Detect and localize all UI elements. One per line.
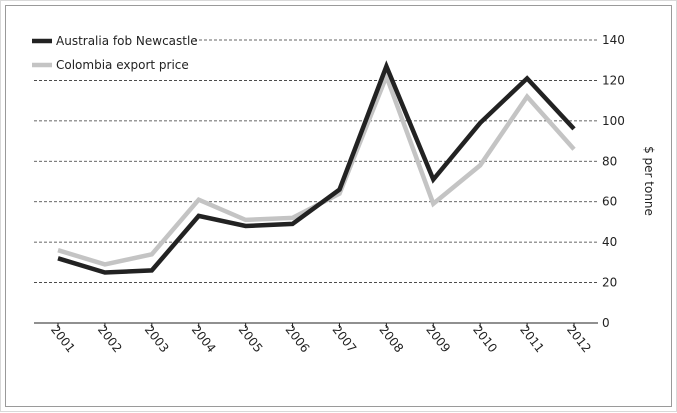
y-tick-label-120: 120 (602, 73, 625, 87)
y-tick-label-80: 80 (602, 154, 617, 168)
legend-bg-1 (29, 56, 195, 74)
y-tick-label-140: 140 (602, 33, 625, 47)
legend-label-1: Colombia export price (56, 58, 189, 72)
x-tick-label-2010: 2010 (470, 323, 500, 356)
x-tick-label-2006: 2006 (283, 323, 313, 356)
y-tick-label-40: 40 (602, 235, 617, 249)
x-tick-label-2009: 2009 (423, 323, 453, 356)
x-tick-label-2012: 2012 (564, 323, 594, 356)
y-axis-title: $ per tonne (642, 146, 656, 216)
x-tick-label-2002: 2002 (95, 323, 125, 356)
axes (34, 322, 598, 328)
legend-bg-0 (29, 32, 195, 50)
x-tick-label-2011: 2011 (517, 323, 547, 356)
series-lines (57, 60, 576, 275)
x-tick-label-2003: 2003 (142, 323, 172, 356)
gridlines (34, 39, 598, 283)
x-tick-labels: 2001 2002 2003 2004 2005 2006 2007 2008 2009 2010… (48, 323, 594, 356)
y-tick-label-0: 0 (602, 316, 610, 330)
y-tick-label-100: 100 (602, 114, 625, 128)
x-tick-label-2005: 2005 (236, 323, 266, 356)
y-tick-label-60: 60 (602, 195, 617, 209)
x-tick-label-2008: 2008 (376, 323, 406, 356)
legend: Australia fob Newcastle Colombia export p… (29, 32, 198, 74)
x-tick-label-2007: 2007 (329, 323, 359, 356)
y-tick-label-20: 20 (602, 276, 617, 290)
x-tick-label-2004: 2004 (189, 323, 219, 356)
series-line-0 (57, 60, 576, 275)
x-tick-label-2001: 2001 (48, 323, 78, 356)
legend-label-0: Australia fob Newcastle (56, 34, 198, 48)
y-tick-labels: 0 20 40 60 80 100 120 140 (602, 33, 625, 330)
